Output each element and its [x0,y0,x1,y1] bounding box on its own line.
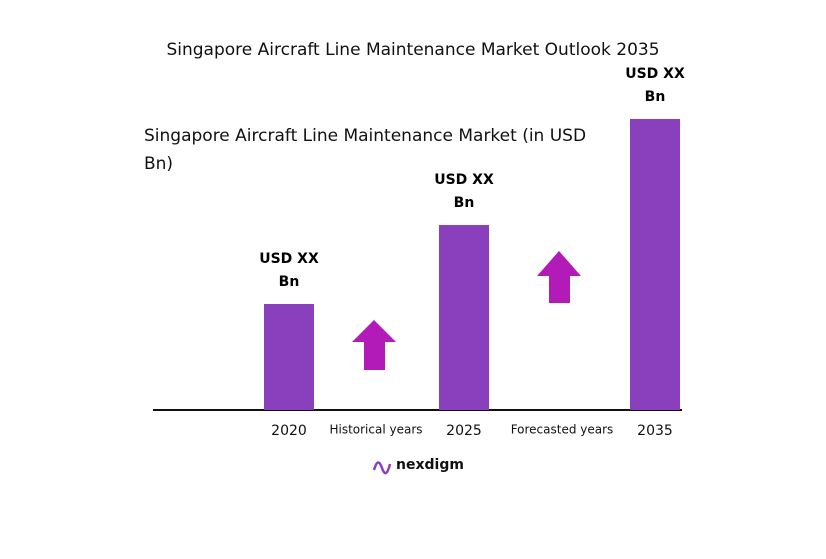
value-label: USD XX Bn [434,172,494,211]
x-tick-label: 2020 [271,423,307,439]
value-label: USD XX Bn [625,66,685,105]
arrow-up [352,320,396,370]
chart-subtitle: Singapore Aircraft Line Maintenance Mark… [144,126,587,174]
x-tick-label: 2025 [446,423,482,439]
value-label-box: USD XX Bn [625,66,685,105]
bar [439,225,489,410]
annotation: Forecasted years [511,423,614,437]
value-label-box: USD XX Bn [434,172,494,211]
subtitle-box: Singapore Aircraft Line Maintenance Mark… [144,126,587,174]
value-label: USD XX Bn [259,251,319,290]
annotation: Historical years [329,423,422,437]
arrow-up [537,251,581,303]
x-tick-label: 2035 [637,423,673,439]
logo-icon [372,461,392,475]
chart-title: Singapore Aircraft Line Maintenance Mark… [166,40,659,60]
bar [264,304,314,410]
value-label-box: USD XX Bn [259,251,319,290]
bar [630,119,680,410]
logo-text: nexdigm [396,457,464,473]
